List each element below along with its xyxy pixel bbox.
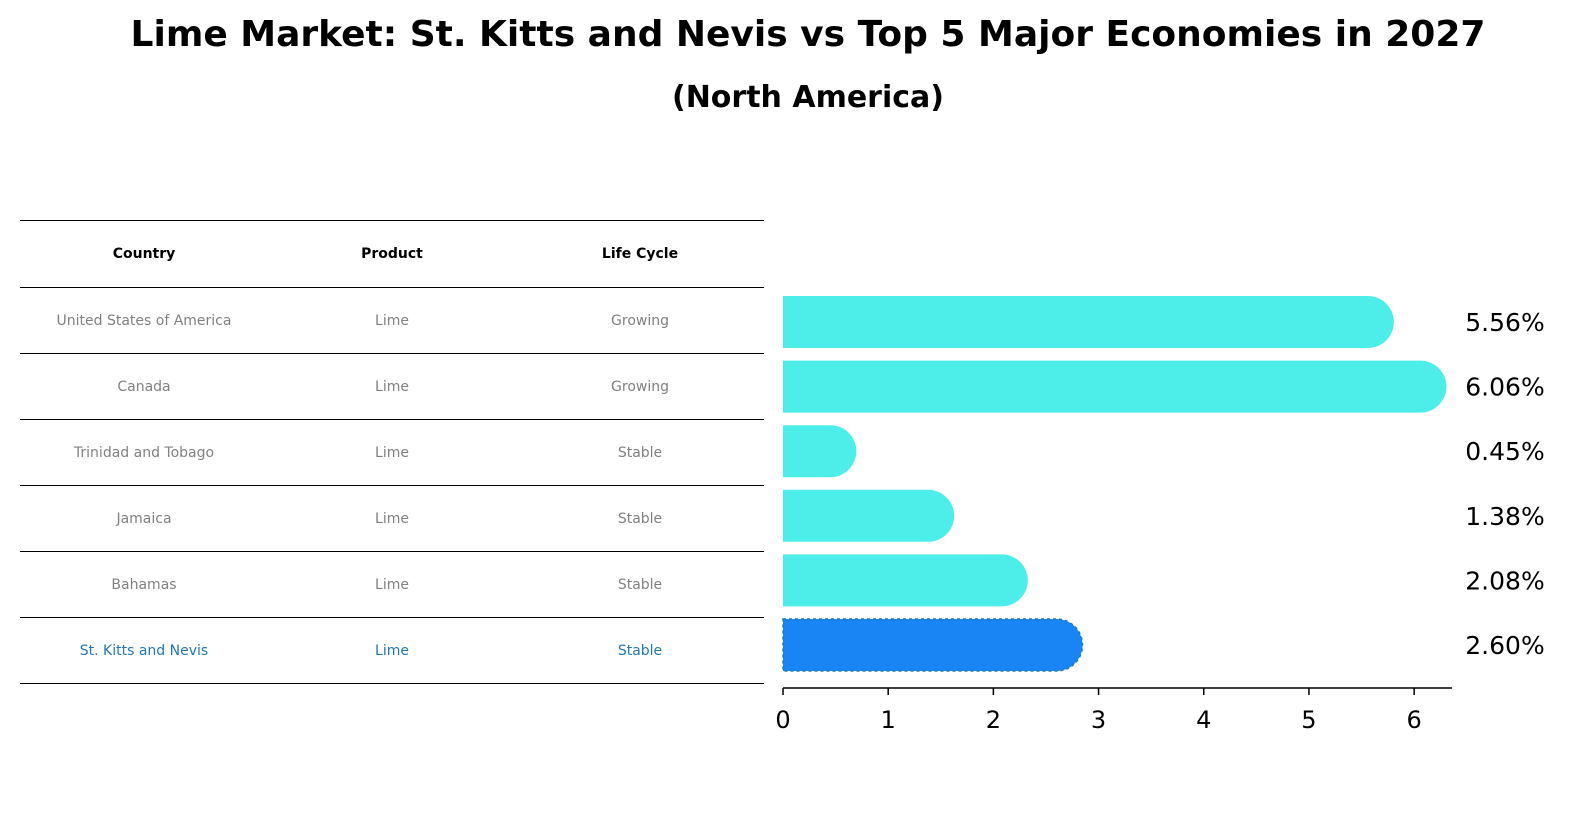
cell-life-cycle: Stable [516,485,764,552]
cell-product: Lime [268,353,516,420]
bar-value-label: 6.06% [1465,373,1544,402]
cell-life-cycle: Stable [516,617,764,684]
table-row-highlight: St. Kitts and Nevis Lime Stable [20,617,764,684]
bar-value-label: 2.08% [1465,566,1544,595]
bar [783,489,955,542]
bar-value-label: 0.45% [1465,437,1544,466]
table-row: Jamaica Lime Stable [20,485,764,552]
table-row: United States of America Lime Growing [20,287,764,354]
bar-highlight [782,618,1084,672]
x-tick-label: 3 [1091,706,1106,734]
bar [783,554,1028,607]
table-row: Canada Lime Growing [20,353,764,420]
header-life-cycle: Life Cycle [516,220,764,288]
cell-product: Lime [268,287,516,354]
x-tick-label: 4 [1196,706,1211,734]
cell-product: Lime [268,485,516,552]
bar [783,425,857,478]
x-tick-label: 0 [775,706,790,734]
table-row: Trinidad and Tobago Lime Stable [20,419,764,486]
header-country: Country [20,220,268,288]
chart-subtitle: (North America) [671,80,944,115]
cell-country: United States of America [20,287,268,354]
x-tick-label: 6 [1406,706,1421,734]
cell-product: Lime [268,419,516,486]
bar-value-label: 5.56% [1465,308,1544,337]
chart-title: Lime Market: St. Kitts and Nevis vs Top … [130,14,1486,55]
table-row: Bahamas Lime Stable [20,551,764,618]
x-tick-label: 1 [881,706,896,734]
cell-life-cycle: Growing [516,353,764,420]
bar-value-label: 1.38% [1465,502,1544,531]
cell-life-cycle: Growing [516,287,764,354]
cell-life-cycle: Stable [516,419,764,486]
data-table: Country Product Life Cycle United States… [20,220,764,684]
cell-product: Lime [268,617,516,684]
bar-value-label: 2.60% [1465,631,1544,660]
x-tick-label: 5 [1301,706,1316,734]
bar [783,360,1447,413]
bar [783,296,1394,348]
cell-country: Jamaica [20,485,268,552]
cell-country: Bahamas [20,551,268,618]
table-header-row: Country Product Life Cycle [20,220,764,288]
cell-country: Canada [20,353,268,420]
cell-country: St. Kitts and Nevis [20,617,268,684]
x-tick-label: 2 [986,706,1001,734]
cell-country: Trinidad and Tobago [20,419,268,486]
cell-life-cycle: Stable [516,551,764,618]
cell-product: Lime [268,551,516,618]
header-product: Product [268,220,516,288]
